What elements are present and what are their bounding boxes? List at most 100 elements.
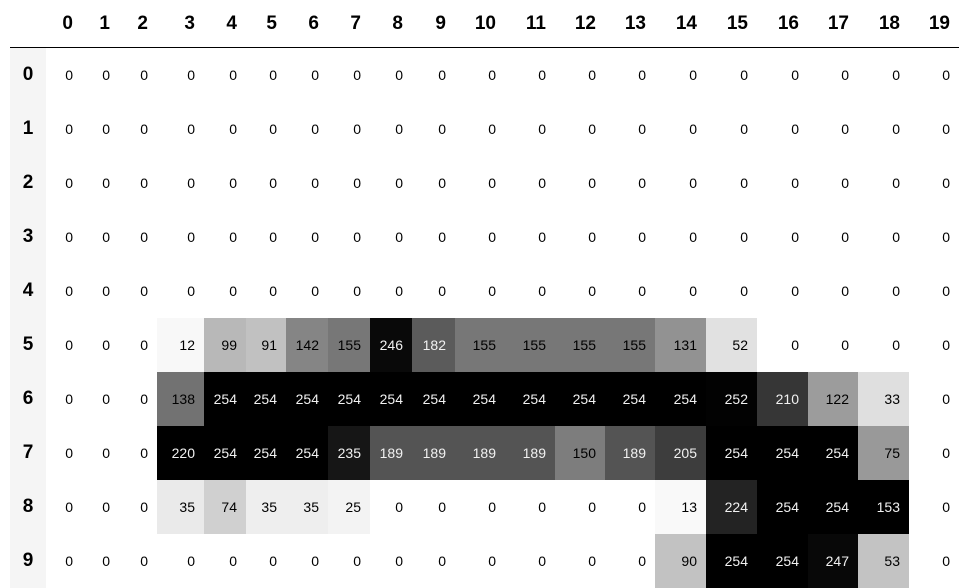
column-header: 4 [204, 0, 246, 48]
table-cell: 0 [370, 480, 412, 534]
table-cell: 254 [808, 480, 858, 534]
column-header: 13 [605, 0, 655, 48]
table-cell: 0 [82, 47, 119, 102]
table-cell: 0 [808, 47, 858, 102]
table-cell: 0 [455, 156, 505, 210]
table-cell: 254 [246, 372, 286, 426]
column-header: 17 [808, 0, 858, 48]
table-cell: 254 [204, 426, 246, 480]
table-cell: 254 [505, 372, 555, 426]
row-index: 6 [10, 372, 46, 426]
table-cell: 0 [412, 534, 455, 588]
table-cell: 0 [119, 47, 157, 102]
table-cell: 0 [655, 102, 706, 156]
table-cell: 122 [808, 372, 858, 426]
table-row: 8 0 0 0 35 74 35 35 25 0 0 0 0 0 0 13 224 254 254 153 0 [10, 480, 959, 534]
table-cell: 0 [909, 534, 959, 588]
table-cell: 0 [82, 372, 119, 426]
column-header: 5 [246, 0, 286, 48]
table-cell: 0 [655, 47, 706, 102]
table-cell: 0 [909, 426, 959, 480]
table-cell: 0 [119, 102, 157, 156]
table-cell: 0 [286, 102, 328, 156]
table-cell: 0 [505, 47, 555, 102]
table-cell: 254 [555, 372, 605, 426]
column-header: 19 [909, 0, 959, 48]
table-cell: 254 [605, 372, 655, 426]
column-header: 6 [286, 0, 328, 48]
table-cell: 155 [328, 318, 370, 372]
table-cell: 91 [246, 318, 286, 372]
row-index: 5 [10, 318, 46, 372]
table-cell: 0 [328, 156, 370, 210]
table-cell: 0 [605, 47, 655, 102]
table-cell: 0 [455, 210, 505, 264]
table-cell: 0 [328, 264, 370, 318]
table-cell: 0 [706, 102, 757, 156]
table-cell: 0 [858, 47, 909, 102]
table-cell: 254 [370, 372, 412, 426]
table-cell: 0 [909, 264, 959, 318]
table-cell: 0 [204, 102, 246, 156]
table-cell: 0 [412, 47, 455, 102]
table-cell: 0 [119, 426, 157, 480]
table-cell: 0 [286, 47, 328, 102]
table-cell: 189 [412, 426, 455, 480]
table-cell: 0 [204, 156, 246, 210]
table-cell: 155 [605, 318, 655, 372]
table-cell: 0 [328, 534, 370, 588]
table-cell: 254 [286, 372, 328, 426]
table-cell: 247 [808, 534, 858, 588]
table-cell: 0 [82, 210, 119, 264]
table-cell: 254 [706, 426, 757, 480]
row-index: 4 [10, 264, 46, 318]
table-cell: 0 [157, 156, 204, 210]
column-header: 2 [119, 0, 157, 48]
column-header: 1 [82, 0, 119, 48]
table-cell: 0 [655, 264, 706, 318]
table-cell: 0 [412, 210, 455, 264]
table-cell: 0 [82, 426, 119, 480]
table-cell: 0 [46, 156, 82, 210]
table-cell: 12 [157, 318, 204, 372]
column-header: 0 [46, 0, 82, 48]
table-cell: 254 [757, 426, 808, 480]
table-cell: 0 [455, 47, 505, 102]
table-cell: 0 [157, 264, 204, 318]
table-cell: 0 [858, 264, 909, 318]
table-cell: 0 [605, 264, 655, 318]
table-cell: 0 [555, 534, 605, 588]
table-cell: 0 [808, 102, 858, 156]
table-cell: 155 [505, 318, 555, 372]
row-index: 9 [10, 534, 46, 588]
table-cell: 189 [505, 426, 555, 480]
table-cell: 0 [455, 102, 505, 156]
table-cell: 0 [370, 47, 412, 102]
column-header: 10 [455, 0, 505, 48]
table-cell: 0 [909, 102, 959, 156]
table-cell: 0 [46, 318, 82, 372]
table-cell: 0 [46, 102, 82, 156]
table-cell: 0 [858, 102, 909, 156]
row-index: 0 [10, 47, 46, 102]
table-cell: 224 [706, 480, 757, 534]
table-cell: 150 [555, 426, 605, 480]
table-cell: 0 [46, 264, 82, 318]
table-cell: 0 [455, 264, 505, 318]
row-index: 7 [10, 426, 46, 480]
table-cell: 210 [757, 372, 808, 426]
table-cell: 0 [505, 102, 555, 156]
column-header: 16 [757, 0, 808, 48]
column-header: 9 [412, 0, 455, 48]
table-cell: 0 [246, 47, 286, 102]
column-header: 8 [370, 0, 412, 48]
table-cell: 0 [46, 47, 82, 102]
table-cell: 0 [370, 102, 412, 156]
table-cell: 0 [119, 534, 157, 588]
table-cell: 0 [157, 47, 204, 102]
table-cell: 0 [605, 156, 655, 210]
table-cell: 75 [858, 426, 909, 480]
table-cell: 252 [706, 372, 757, 426]
